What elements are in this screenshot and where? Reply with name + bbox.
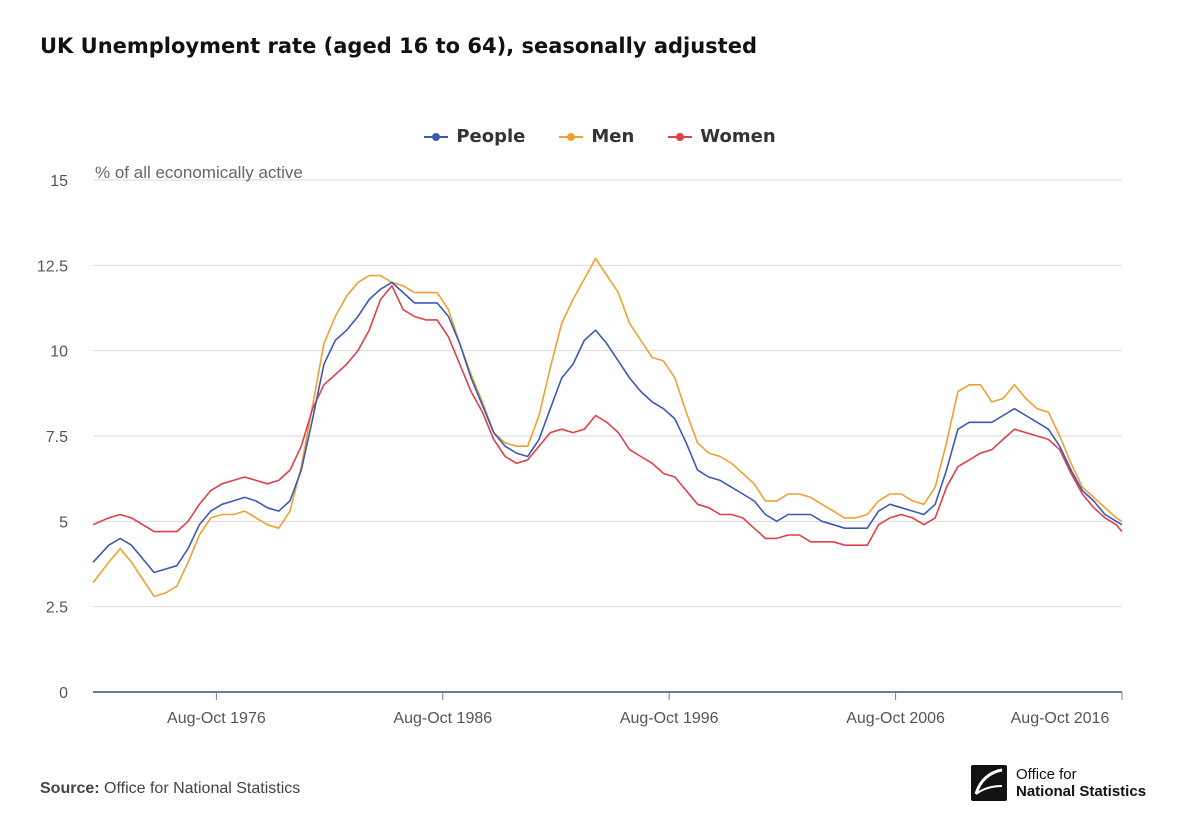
y-tick-label: 15	[50, 173, 68, 190]
source-note: Source: Office for National Statistics	[40, 780, 300, 798]
x-tick-label: Aug-Oct 2016	[1011, 710, 1110, 727]
series-line-men	[92, 257, 1123, 598]
x-tick-label: Aug-Oct 2006	[846, 710, 945, 727]
ons-logo: Office for National Statistics	[970, 764, 1146, 802]
legend-item-women[interactable]: Women	[668, 126, 776, 147]
y-tick-label: 10	[50, 344, 68, 361]
legend-label-people: People	[456, 126, 526, 147]
y-tick-label: 7.5	[46, 429, 68, 446]
source-label: Source:	[40, 780, 100, 797]
legend-item-men[interactable]: Men	[559, 126, 634, 147]
legend-label-women: Women	[700, 126, 776, 147]
series-line-women	[92, 285, 1123, 546]
chart-legend: People Men Women	[0, 126, 1200, 147]
legend-swatch-women	[668, 132, 693, 141]
x-tick-label: Aug-Oct 1986	[393, 710, 492, 727]
logo-line-2: National Statistics	[1016, 783, 1147, 800]
series-line-people	[92, 281, 1123, 574]
y-tick-label: 5	[59, 514, 68, 531]
x-tick-label: Aug-Oct 1976	[167, 710, 266, 727]
y-tick-label: 12.5	[37, 258, 68, 275]
y-tick-label: 0	[59, 685, 68, 702]
chart-title: UK Unemployment rate (aged 16 to 64), se…	[40, 34, 757, 58]
ons-logo-icon	[971, 765, 1007, 801]
logo-line-1: Office for	[1016, 766, 1077, 783]
legend-swatch-people	[424, 132, 449, 141]
y-tick-label: 2.5	[46, 600, 68, 617]
legend-item-people[interactable]: People	[424, 126, 525, 147]
legend-label-men: Men	[591, 126, 635, 147]
source-text: Office for National Statistics	[104, 780, 301, 797]
line-chart: 0 2.5 5 7.5 10 12.5 15 Aug-Oct 1976 Aug-Oct 1986…	[37, 163, 1123, 727]
x-tick-label: Aug-Oct 1996	[620, 710, 719, 727]
y-axis-title: % of all economically active	[95, 163, 303, 182]
legend-swatch-men	[559, 132, 584, 141]
